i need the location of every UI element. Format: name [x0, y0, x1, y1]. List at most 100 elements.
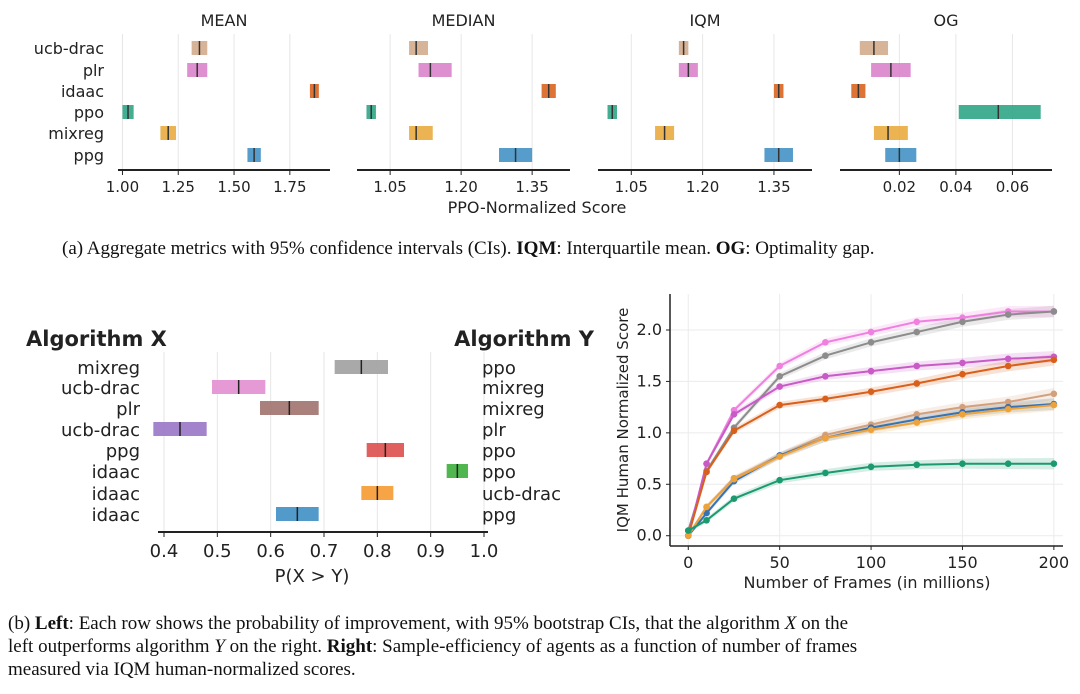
agg-panel-title-median: MEDIAN	[432, 11, 496, 30]
se-point-orange	[913, 380, 921, 387]
se-point-gray	[959, 318, 966, 326]
poi-x-label-ucb-drac: ucb-drac	[61, 420, 140, 441]
se-point-orange	[776, 401, 783, 409]
se-point-green	[730, 495, 738, 502]
poi-tick-label: 1.0	[470, 541, 499, 562]
se-y-tick-label: 1.5	[637, 371, 662, 390]
se-y-tick-label: 0.0	[637, 526, 662, 545]
se-point-magenta	[730, 411, 738, 418]
agg-row-label-ucb-drac: ucb-drac	[34, 39, 104, 58]
se-line-gray	[687, 310, 1054, 531]
agg-tick-label: 1.05	[615, 178, 648, 196]
se-point-magenta	[867, 367, 875, 375]
agg-row-label-mixreg: mixreg	[48, 124, 104, 143]
se-point-orange	[1004, 362, 1012, 370]
poi-x-label-ppg: ppg	[106, 441, 140, 462]
agg-row-label-plr: plr	[83, 61, 105, 80]
se-y-tick-label: 2.0	[637, 320, 662, 339]
caption-b-line2b: on the right.	[224, 636, 327, 657]
poi-x-label-plr: plr	[116, 399, 140, 420]
poi-tick-label: 0.8	[363, 541, 392, 562]
agg-interval-median-plr	[418, 63, 452, 77]
poi-y-label-plr: plr	[482, 420, 506, 441]
se-point-green	[1004, 460, 1012, 468]
agg-interval-median-ucb-drac	[409, 41, 428, 55]
se-point-magenta	[703, 460, 710, 468]
se-point-yellow	[703, 503, 710, 511]
se-point-yellow	[959, 411, 966, 418]
agg-tick-label: 0.04	[939, 178, 972, 196]
agg-tick-label: 1.25	[162, 178, 195, 196]
poi-y-label-ppo: ppo	[482, 441, 516, 462]
caption-b-italic-y: Y	[214, 636, 225, 657]
se-x-tick-label: 100	[856, 553, 887, 572]
se-point-pink	[867, 328, 875, 336]
agg-tick-label: 1.35	[757, 178, 790, 196]
poi-y-label-mixreg: mixreg	[482, 378, 545, 399]
se-point-yellow	[1050, 401, 1058, 409]
se-point-orange	[1050, 356, 1058, 364]
agg-tick-label: 1.50	[217, 178, 250, 196]
se-point-gray	[867, 339, 875, 346]
se-plot-area	[670, 294, 1063, 546]
se-point-orange	[703, 468, 710, 476]
agg-tick-label: 1.00	[106, 178, 139, 196]
se-x-tick-label: 50	[769, 553, 789, 572]
se-point-green	[822, 469, 829, 477]
se-point-green	[684, 527, 692, 534]
poi-x-label-ucb-drac: ucb-drac	[61, 378, 140, 399]
se-point-magenta	[913, 362, 921, 370]
agg-tick-label: 0.06	[996, 178, 1029, 196]
agg-interval-median-mixreg	[409, 126, 433, 140]
agg-interval-og-mixreg	[873, 126, 908, 140]
agg-interval-og-ppo	[958, 105, 1041, 119]
caption-b-bold-right: Right	[326, 636, 373, 657]
se-point-yellow	[684, 532, 692, 540]
se-point-green	[867, 463, 875, 471]
se-point-green	[1050, 460, 1058, 468]
se-line-blue	[687, 403, 1054, 537]
agg-panel-title-mean: MEAN	[201, 11, 248, 30]
se-point-magenta	[1004, 355, 1012, 363]
se-y-tick-label: 1.0	[637, 423, 662, 442]
poi-tick-label: 0.9	[416, 541, 445, 562]
se-point-magenta	[776, 383, 783, 390]
caption-b: (b) Left: Each row shows the probability…	[8, 612, 1074, 681]
se-x-axis-label: Number of Frames (in millions)	[744, 573, 991, 592]
caption-b-line3: measured via IQM human-normalized scores…	[8, 659, 356, 680]
se-point-tan	[913, 411, 921, 418]
caption-a-bold-iqm: IQM	[516, 238, 557, 259]
se-y-axis-label: IQM Human Normalized Score	[614, 308, 632, 533]
poi-right-title: Algorithm Y	[454, 327, 595, 351]
poi-y-label-mixreg: mixreg	[482, 399, 545, 420]
agg-x-axis-label: PPO-Normalized Score	[448, 198, 627, 217]
se-point-orange	[822, 395, 829, 403]
agg-row-label-ppg: ppg	[74, 146, 104, 165]
se-point-tan	[959, 403, 966, 411]
agg-tick-label: 1.75	[273, 178, 306, 196]
agg-panel-title-og: OG	[934, 11, 959, 30]
poi-y-label-ppg: ppg	[482, 505, 516, 526]
caption-a-bold-og: OG	[715, 238, 746, 259]
poi-y-label-ppo: ppo	[482, 462, 516, 483]
se-band-green	[688, 457, 1054, 533]
se-point-yellow	[913, 419, 921, 426]
caption-a-prefix: (a) Aggregate metrics with 95% confidenc…	[62, 238, 517, 259]
se-point-gray	[776, 372, 783, 380]
caption-b-line-1: (b) Left: Each row shows the probability…	[8, 612, 1074, 635]
poi-tick-label: 0.4	[150, 541, 179, 562]
poi-tick-label: 0.6	[256, 541, 285, 562]
se-point-green	[776, 476, 783, 484]
se-point-yellow	[1004, 405, 1012, 413]
caption-b-line-2: left outperforms algorithm Y on the righ…	[8, 635, 1074, 658]
se-y-tick-label: 0.5	[637, 474, 662, 493]
poi-tick-label: 0.5	[203, 541, 232, 562]
caption-a: (a) Aggregate metrics with 95% confidenc…	[62, 237, 1072, 260]
se-point-yellow	[776, 453, 783, 460]
se-line-orange	[687, 358, 1054, 536]
caption-b-text-1: : Each row shows the probability of impr…	[68, 613, 785, 634]
agg-tick-label: 1.35	[515, 178, 548, 196]
caption-a-text-1: : Interquartile mean.	[556, 238, 716, 259]
caption-b-italic-x: X	[784, 613, 797, 634]
